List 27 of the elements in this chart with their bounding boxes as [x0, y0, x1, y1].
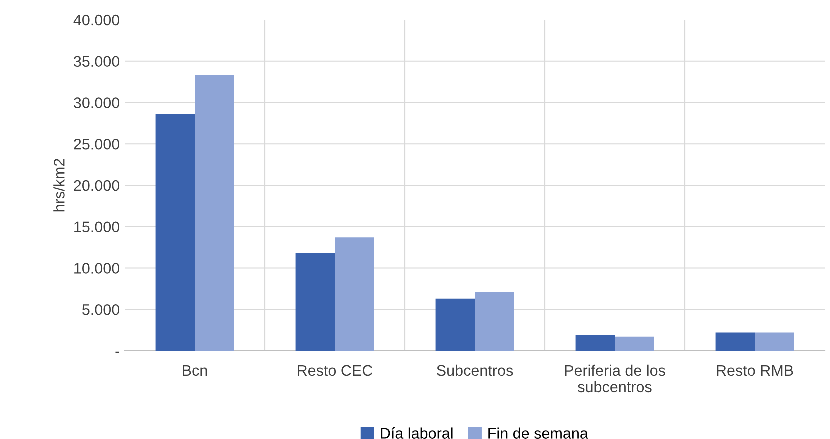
- x-tick-label: Resto CEC: [298, 365, 373, 376]
- bar: [195, 75, 234, 351]
- x-tick-label: Subcentros: [437, 364, 514, 376]
- bar: [716, 332, 755, 351]
- bar: [475, 292, 514, 351]
- y-tick-label: 30.000: [74, 98, 120, 108]
- bar: [156, 114, 195, 351]
- x-tick-label: Bcn: [183, 365, 208, 376]
- y-axis-title: hrs/km2: [54, 159, 65, 212]
- y-tick-label: 5.000: [82, 304, 120, 316]
- bar: [615, 336, 654, 351]
- y-tick-label: 35.000: [74, 56, 120, 68]
- y-tick-label: 25.000: [74, 138, 120, 150]
- bar: [436, 298, 475, 351]
- y-tick-label: 15.000: [74, 222, 120, 233]
- bar: [335, 238, 374, 351]
- legend-label: Día laboral: [381, 428, 453, 439]
- bar: [755, 332, 794, 351]
- x-tick-label: Resto RMB: [717, 365, 794, 376]
- y-tick-label: 10.000: [74, 263, 120, 274]
- y-tick-label: 20.000: [74, 180, 120, 192]
- x-tick-label: Periferia de los subcentros: [565, 364, 666, 393]
- y-tick-label: -: [116, 352, 120, 354]
- bar: [576, 335, 615, 351]
- legend-label: Fin de semana: [488, 428, 588, 439]
- bar: [296, 253, 335, 351]
- y-tick-label: 40.000: [74, 14, 120, 26]
